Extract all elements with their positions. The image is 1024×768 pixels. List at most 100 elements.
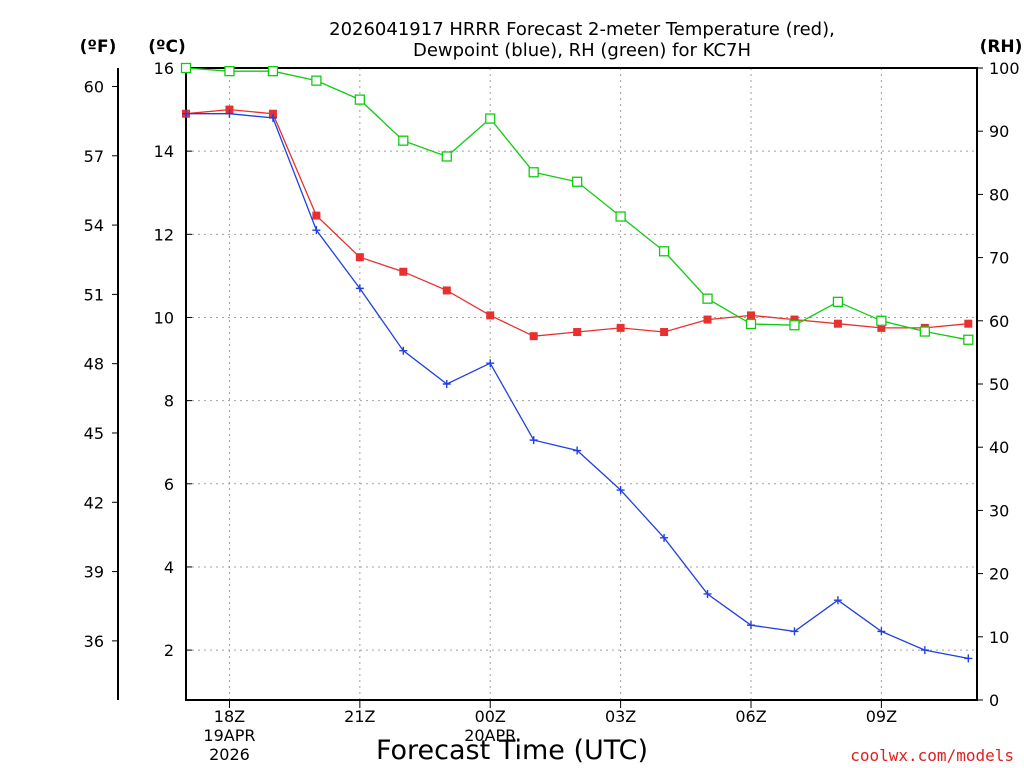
rh-point (528, 167, 539, 178)
rh-point (702, 293, 713, 304)
fahrenheit-tick-label: 36 (84, 632, 104, 651)
rh-point (398, 135, 409, 146)
celsius-tick-label: 8 (164, 392, 174, 411)
chart-title-line2: Dewpoint (blue), RH (green) for KC7H (413, 40, 751, 61)
rh-point (832, 296, 844, 307)
rh-tick-label: 40 (989, 438, 1009, 457)
rh-point (311, 75, 322, 86)
x-tick-year: 2026 (209, 745, 250, 764)
rh-point (876, 315, 887, 326)
rh-point (658, 246, 670, 257)
dewpoint-point (399, 346, 408, 355)
temperature-point (225, 105, 234, 114)
fahrenheit-unit-label: (ºF) (80, 37, 117, 57)
fahrenheit-tick-label: 60 (84, 77, 104, 96)
rh-tick-label: 20 (989, 565, 1009, 584)
temperature-point (573, 328, 582, 337)
dewpoint-point (268, 113, 277, 122)
chart-title-line1: 2026041917 HRRR Forecast 2-meter Tempera… (329, 19, 835, 40)
dewpoint-series (182, 109, 973, 663)
rh-point (963, 334, 974, 345)
rh-point (224, 66, 235, 77)
rh-tick-label: 70 (989, 249, 1009, 268)
dewpoint-point (964, 654, 973, 663)
fahrenheit-tick-label: 48 (84, 355, 104, 374)
x-tick-label: 18Z (214, 707, 245, 726)
x-tick-label: 09Z (866, 707, 897, 726)
x-tick-label: 03Z (605, 707, 636, 726)
rh-tick-label: 50 (989, 375, 1009, 394)
fahrenheit-tick-label: 45 (84, 424, 104, 443)
temperature-point (442, 286, 451, 295)
dewpoint-line (186, 113, 969, 660)
rh-tick-label: 90 (989, 122, 1009, 141)
fahrenheit-tick-label: 39 (84, 563, 104, 582)
celsius-tick-label: 12 (154, 225, 174, 244)
rh-point (267, 66, 279, 77)
rh-point (745, 318, 757, 330)
x-tick-date: 20APR (464, 726, 516, 745)
rh-tick-label: 10 (989, 628, 1009, 647)
rh-point (789, 320, 800, 331)
dewpoint-point (616, 486, 625, 495)
temperature-point (616, 323, 625, 332)
x-tick-label: 00Z (475, 707, 506, 726)
rh-tick-label: 0 (989, 691, 999, 710)
fahrenheit-tick-label: 57 (84, 147, 104, 166)
temperature-point (747, 311, 755, 320)
dewpoint-point (486, 359, 495, 368)
dewpoint-point (442, 380, 451, 388)
rh-point (615, 211, 626, 222)
rh-line (185, 67, 969, 341)
rh-point (485, 113, 496, 124)
rh-point (441, 151, 452, 162)
celsius-unit-label: (ºC) (148, 37, 186, 57)
fahrenheit-tick-label: 54 (84, 216, 104, 235)
celsius-tick-label: 10 (154, 308, 174, 327)
temperature-series (182, 105, 973, 341)
rh-tick-label: 30 (989, 501, 1009, 520)
grid-lines (186, 67, 977, 700)
celsius-tick-label: 4 (164, 558, 174, 577)
temperature-point (529, 332, 538, 341)
x-tick-label: 06Z (735, 707, 766, 726)
dewpoint-point (790, 627, 799, 636)
x-tick-date: 19APR (203, 726, 255, 745)
dewpoint-point (920, 646, 929, 655)
dewpoint-point (747, 621, 755, 630)
celsius-tick-label: 16 (154, 59, 174, 78)
rh-point (919, 326, 930, 337)
celsius-tick-label: 2 (164, 641, 174, 660)
dewpoint-point (529, 436, 538, 445)
temperature-point (268, 109, 277, 118)
temperature-line (185, 108, 969, 337)
dewpoint-point (312, 226, 321, 235)
fahrenheit-tick-label: 51 (84, 285, 104, 304)
dewpoint-point (225, 109, 234, 118)
credit-text: coolwx.com/models (850, 746, 1014, 765)
rh-point (354, 94, 365, 105)
celsius-tick-label: 6 (164, 475, 174, 494)
rh-tick-label: 100 (989, 59, 1020, 78)
dewpoint-point (833, 596, 842, 605)
temperature-point (964, 319, 973, 328)
temperature-point (399, 267, 408, 276)
x-tick-label: 21Z (344, 707, 375, 726)
plot-frame (185, 67, 978, 701)
x-axis-label: Forecast Time (UTC) (376, 735, 648, 766)
data-series (180, 62, 974, 663)
temperature-point (660, 328, 669, 337)
dewpoint-point (355, 284, 364, 293)
dewpoint-point (660, 533, 669, 542)
temperature-point (703, 315, 712, 324)
rh-tick-label: 80 (989, 185, 1009, 204)
dewpoint-point (182, 109, 190, 118)
rh-unit-label: (RH) (980, 37, 1023, 57)
temperature-point (833, 319, 842, 328)
temperature-point (355, 253, 364, 262)
axes (117, 67, 978, 701)
rh-point (180, 62, 192, 74)
temperature-point (790, 315, 799, 324)
